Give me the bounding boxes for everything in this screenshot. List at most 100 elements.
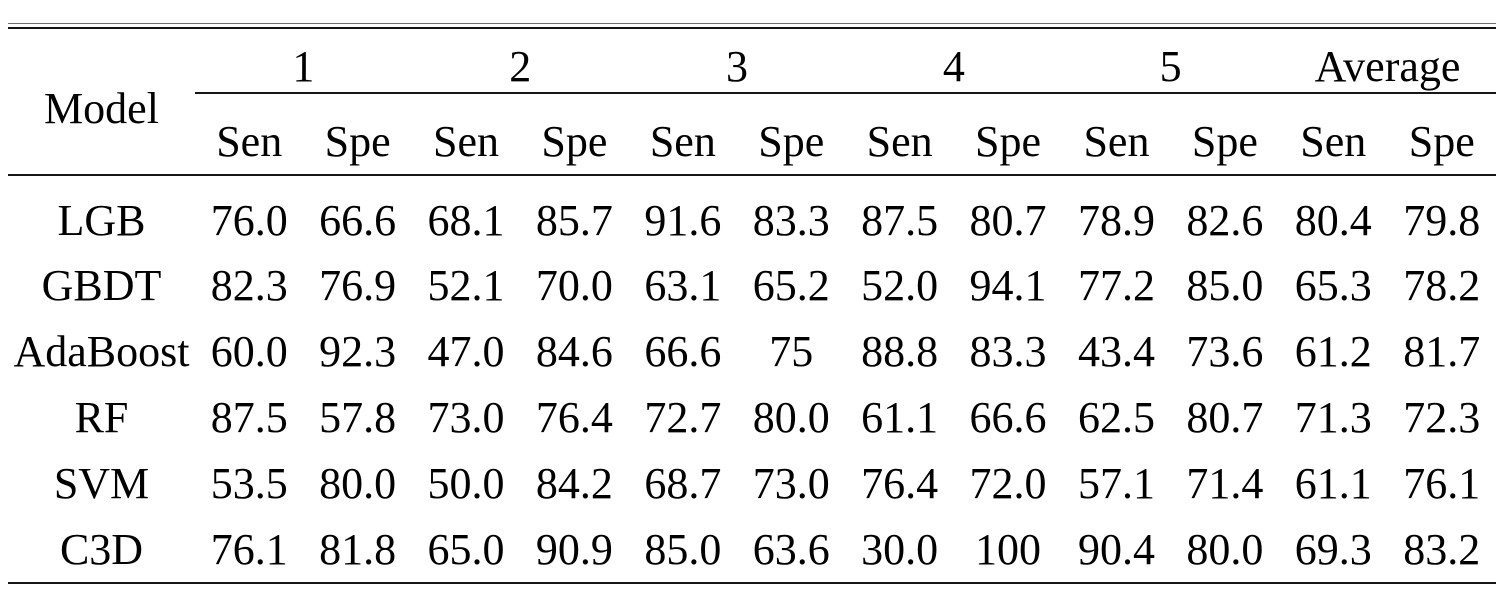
- value-cell: 66.6: [644, 327, 722, 376]
- value-cell: 73.6: [1186, 327, 1264, 376]
- value-cell: 78.9: [1077, 195, 1155, 245]
- value-cell: 66.6: [969, 393, 1047, 442]
- value-cell: 82.6: [1186, 195, 1264, 245]
- value-cell: 75: [769, 327, 814, 376]
- value-cell: 80.7: [1186, 393, 1264, 442]
- spe-header: Spe: [953, 93, 1063, 176]
- value-cell: 73.0: [752, 459, 830, 508]
- value-cell: 76.4: [861, 459, 939, 508]
- value-cell: 80.0: [319, 459, 397, 508]
- results-table: Model 1 2 3 4 5 Average Sen Spe Sen Spe …: [8, 29, 1496, 584]
- value-cell: 88.8: [861, 327, 939, 376]
- fold-4-header: 4: [845, 29, 1063, 94]
- sen-header: Sen: [195, 93, 304, 176]
- table-row: GBDT 82.3 76.9 52.1 70.0 63.1 65.2 52.0 94.1 77.2…: [8, 253, 1496, 319]
- value-cell: 30.0: [845, 517, 954, 584]
- model-column-header: Model: [8, 29, 195, 176]
- value-cell: 73.0: [427, 393, 505, 442]
- value-cell: 61.1: [861, 393, 939, 442]
- value-cell: 83.2: [1387, 517, 1496, 584]
- value-cell: 65.0: [411, 517, 521, 584]
- value-cell: 94.1: [969, 261, 1047, 310]
- value-cell: 63.1: [644, 261, 722, 310]
- model-name-cell: C3D: [8, 517, 195, 584]
- value-cell: 52.1: [427, 261, 505, 310]
- model-name-cell: SVM: [53, 459, 150, 508]
- model-name-cell: LGB: [57, 195, 146, 245]
- value-cell: 72.7: [644, 393, 722, 442]
- spe-header: Spe: [303, 93, 412, 176]
- value-cell: 84.6: [535, 327, 613, 376]
- value-cell: 53.5: [210, 459, 288, 508]
- sen-header: Sen: [628, 93, 738, 176]
- spe-header: Spe: [520, 93, 629, 176]
- value-cell: 66.6: [319, 195, 397, 245]
- value-cell: 91.6: [644, 195, 722, 245]
- value-cell: 61.1: [1294, 459, 1372, 508]
- fold-group-header-row: Model 1 2 3 4 5 Average: [8, 29, 1496, 176]
- value-cell: 80.0: [752, 393, 830, 442]
- table-body: LGB 76.0 66.6 68.1 85.7 91.6 83.3 87.5 80.7 78.9 8…: [8, 175, 1496, 584]
- value-cell: 65.3: [1294, 261, 1372, 310]
- table-row: RF 87.5 57.8 73.0 76.4 72.7 80.0 61.1 66.6 62.5 80…: [8, 385, 1496, 451]
- value-cell: 63.6: [737, 517, 846, 584]
- spe-header: Spe: [1387, 93, 1496, 176]
- value-cell: 80.0: [1170, 517, 1280, 584]
- value-cell: 57.1: [1077, 459, 1155, 508]
- fold-5-header: 5: [1062, 29, 1280, 94]
- value-cell: 85.7: [535, 195, 613, 245]
- value-cell: 80.7: [969, 195, 1047, 245]
- value-cell: 100: [953, 517, 1063, 584]
- value-cell: 83.3: [969, 327, 1047, 376]
- value-cell: 71.4: [1186, 459, 1264, 508]
- value-cell: 76.4: [535, 393, 613, 442]
- value-cell: 57.8: [319, 393, 397, 442]
- value-cell: 69.3: [1279, 517, 1388, 584]
- value-cell: 81.8: [303, 517, 412, 584]
- value-cell: 85.0: [628, 517, 738, 584]
- value-cell: 62.5: [1077, 393, 1155, 442]
- model-name-cell: AdaBoost: [13, 327, 190, 376]
- value-cell: 70.0: [535, 261, 613, 310]
- value-cell: 77.2: [1077, 261, 1155, 310]
- value-cell: 52.0: [861, 261, 939, 310]
- value-cell: 72.0: [969, 459, 1047, 508]
- value-cell: 71.3: [1294, 393, 1372, 442]
- value-cell: 90.9: [520, 517, 629, 584]
- value-cell: 80.4: [1294, 195, 1372, 245]
- spe-header: Spe: [1170, 93, 1280, 176]
- value-cell: 76.1: [195, 517, 304, 584]
- value-cell: 82.3: [210, 261, 288, 310]
- table-row: C3D 76.1 81.8 65.0 90.9 85.0 63.6 30.0 100 90.4 80…: [8, 517, 1496, 584]
- value-cell: 78.2: [1403, 261, 1481, 310]
- sen-header: Sen: [1279, 93, 1388, 176]
- value-cell: 87.5: [861, 195, 939, 245]
- table-top-rule: [8, 23, 1496, 29]
- value-cell: 61.2: [1294, 327, 1372, 376]
- value-cell: 90.4: [1062, 517, 1171, 584]
- value-cell: 83.3: [752, 195, 830, 245]
- value-cell: 81.7: [1403, 327, 1481, 376]
- value-cell: 47.0: [427, 327, 505, 376]
- sen-header: Sen: [411, 93, 521, 176]
- value-cell: 72.3: [1403, 393, 1481, 442]
- value-cell: 43.4: [1077, 327, 1155, 376]
- table-row: AdaBoost 60.0 92.3 47.0 84.6 66.6 75 88.8 83.3 43…: [8, 319, 1496, 385]
- sen-header: Sen: [1062, 93, 1171, 176]
- sen-header: Sen: [845, 93, 954, 176]
- value-cell: 68.1: [427, 195, 505, 245]
- fold-2-header: 2: [411, 29, 629, 94]
- average-header: Average: [1279, 29, 1496, 94]
- value-cell: 65.2: [752, 261, 830, 310]
- value-cell: 85.0: [1186, 261, 1264, 310]
- value-cell: 76.0: [210, 195, 288, 245]
- table-row: LGB 76.0 66.6 68.1 85.7 91.6 83.3 87.5 80.7 78.9 8…: [8, 175, 1496, 253]
- value-cell: 76.1: [1403, 459, 1481, 508]
- fold-3-header: 3: [628, 29, 846, 94]
- value-cell: 60.0: [210, 327, 288, 376]
- value-cell: 68.7: [644, 459, 722, 508]
- metric-header-row: Sen Spe Sen Spe Sen Spe Sen Spe Sen Spe …: [8, 93, 1496, 176]
- value-cell: 87.5: [210, 393, 288, 442]
- table-header: Model 1 2 3 4 5 Average Sen Spe Sen Spe …: [8, 29, 1496, 176]
